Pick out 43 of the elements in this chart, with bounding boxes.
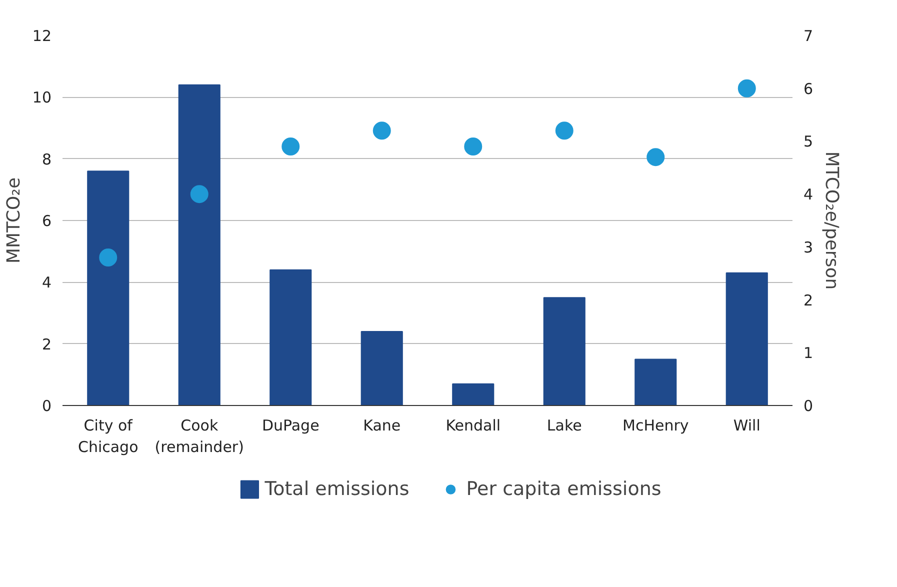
y2-tick-label: 2 <box>804 291 814 310</box>
bar <box>634 358 677 406</box>
x-tick-label: Kendall <box>446 416 501 434</box>
point <box>555 122 574 140</box>
point <box>282 138 300 156</box>
x-tick-label: Cook (remainder) <box>154 416 244 456</box>
legend-label: Per capita emissions <box>466 478 662 500</box>
x-tick-label: Will <box>733 416 760 434</box>
y-tick-label: 8 <box>42 150 52 168</box>
y-tick-label: 12 <box>32 27 52 45</box>
y2-tick-label: 5 <box>804 132 814 151</box>
bar <box>360 331 403 406</box>
point <box>190 185 208 204</box>
x-tick-label: Kane <box>363 416 401 434</box>
point <box>372 122 391 140</box>
y2-tick-label: 1 <box>804 344 814 362</box>
point <box>464 138 482 156</box>
x-tick-label: City of Chicago <box>78 416 138 456</box>
bar <box>452 383 494 406</box>
y-tick-label: 6 <box>42 212 52 230</box>
y2-tick-label: 0 <box>804 397 814 415</box>
y2-tick-label: 3 <box>804 238 814 256</box>
bar <box>270 269 312 406</box>
x-tick-label: Lake <box>546 416 582 434</box>
bar <box>543 297 586 406</box>
y-tick-label: 0 <box>42 397 52 415</box>
y2-tick-label: 4 <box>804 186 814 204</box>
y-tick-label: 10 <box>32 88 52 107</box>
y2-axis-title: MTCO₂e/person <box>821 151 842 290</box>
bar <box>87 170 130 406</box>
y2-tick-label: 7 <box>804 27 814 45</box>
bar <box>726 272 768 406</box>
y2-tick-label: 6 <box>804 80 814 98</box>
x-tick-label: McHenry <box>622 416 689 434</box>
point <box>738 79 756 98</box>
y-tick-label: 4 <box>42 274 52 292</box>
bar <box>178 84 220 406</box>
x-tick-label: DuPage <box>262 416 320 434</box>
y-axis-title: MMTCO₂e <box>3 177 24 264</box>
point <box>646 148 665 166</box>
point <box>99 248 118 266</box>
y-tick-label: 2 <box>42 335 52 354</box>
legend-label: Total emissions <box>264 478 410 500</box>
